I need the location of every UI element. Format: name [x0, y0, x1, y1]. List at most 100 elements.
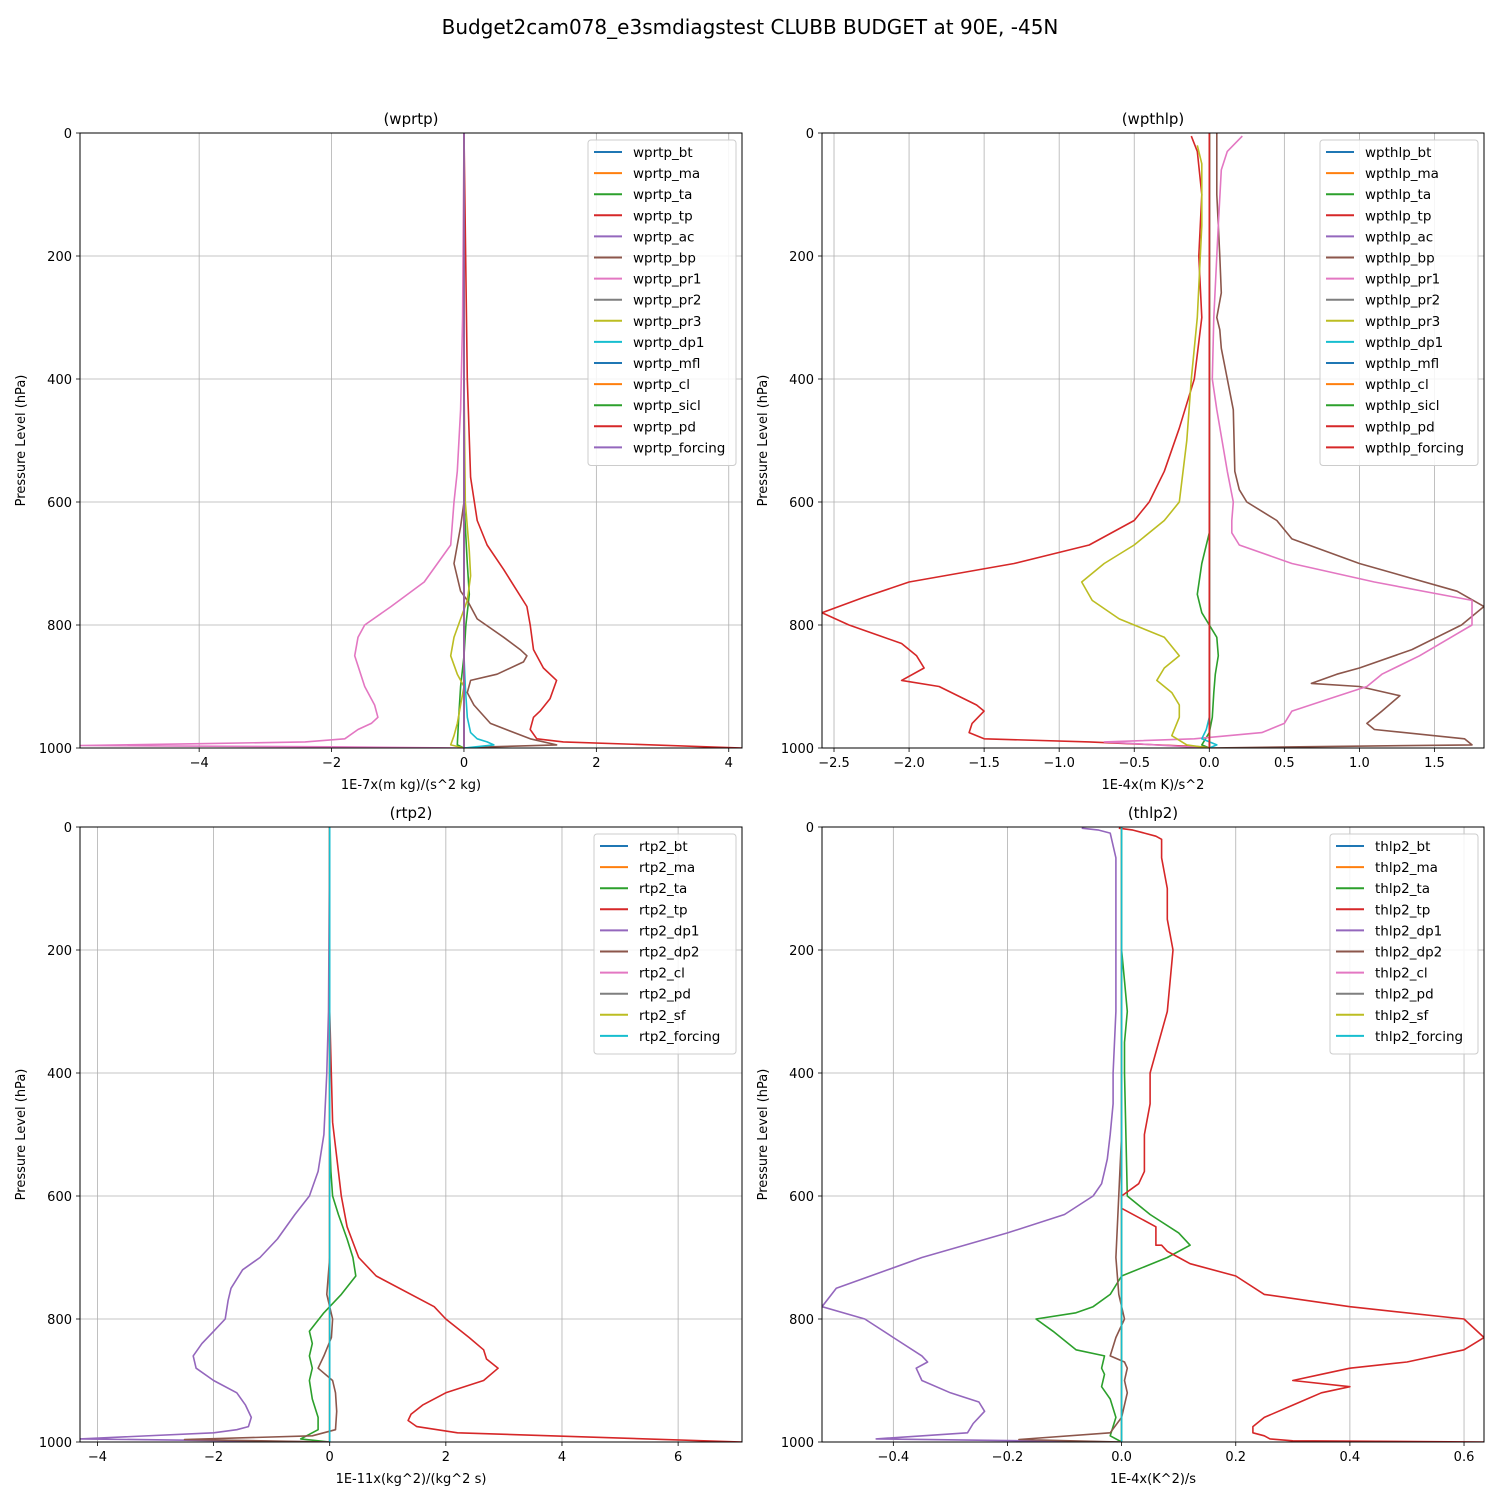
legend-label: thlp2_sf: [1375, 1008, 1430, 1024]
legend-label: wprtp_ac: [633, 229, 694, 245]
legend-label: wpthlp_ac: [1365, 229, 1433, 245]
y-tick-label: 800: [47, 1313, 72, 1328]
series-group: [80, 827, 742, 1442]
legend-label: thlp2_tp: [1375, 902, 1430, 918]
legend-label: wpthlp_bp: [1365, 251, 1435, 267]
y-tick-label: 400: [47, 373, 72, 388]
legend-label: thlp2_forcing: [1375, 1029, 1463, 1045]
axes-frame: [79, 132, 743, 749]
legend-label: thlp2_dp2: [1375, 945, 1442, 961]
legend-label: wpthlp_tp: [1365, 208, 1431, 224]
y-tick-label: 0: [806, 821, 814, 836]
series-line-thlp2_ta: [1035, 827, 1191, 1442]
y-tick-label: 600: [789, 496, 814, 511]
subplot-wprtp: −4 −2 0 2 4 0 200 400 600 800 1000 (wprtp) 1E-7x(m k…: [14, 110, 743, 793]
x-tick-label: −2: [204, 1450, 223, 1465]
y-axis-label: Pressure Level (hPa): [14, 1069, 29, 1201]
legend-label: rtp2_pd: [639, 987, 691, 1003]
x-tick-label: −0.4: [878, 1450, 910, 1465]
subplot-title: (rtp2): [390, 804, 433, 822]
x-tick-label: −2.0: [893, 756, 925, 771]
x-tick-label: 1.5: [1424, 756, 1445, 771]
legend-label: wpthlp_bt: [1365, 145, 1431, 161]
x-tick-label: 0.6: [1454, 1450, 1475, 1465]
legend-label: wpthlp_ma: [1365, 166, 1439, 182]
subplot-wpthlp: −2.5 −2.0 −1.5 −1.0 −0.5 0.0 0.5 1.0 1.5 0 200 400 6…: [756, 110, 1485, 793]
x-tick-label: 0: [460, 756, 468, 771]
legend: wprtp_bt wprtp_ma wprtp_ta wprtp_tp wprtp_ac…: [587, 139, 737, 466]
y-axis-label: Pressure Level (hPa): [756, 1069, 771, 1201]
legend-label: rtp2_dp1: [639, 923, 699, 939]
legend-label: wpthlp_pr3: [1365, 314, 1440, 330]
legend-label: wprtp_ta: [633, 187, 692, 203]
legend-label: wprtp_pr2: [633, 293, 701, 309]
y-axis-label: Pressure Level (hPa): [14, 375, 29, 507]
x-tick-label: 1.0: [1349, 756, 1370, 771]
y-tick-label: 400: [789, 373, 814, 388]
legend-label: wpthlp_pr1: [1365, 272, 1440, 288]
legend: thlp2_bt thlp2_ma thlp2_ta thlp2_tp thlp2_dp…: [1329, 833, 1479, 1055]
legend-label: wprtp_pr3: [633, 314, 701, 330]
series-line-rtp2_tp: [328, 827, 742, 1442]
legend-label: rtp2_bt: [639, 839, 688, 855]
legend-label: wprtp_bt: [633, 145, 693, 161]
x-axis-label: 1E-7x(m kg)/(s^2 kg): [341, 778, 481, 793]
legend-label: wprtp_dp1: [633, 335, 705, 351]
legend-label: rtp2_forcing: [639, 1029, 720, 1045]
legend-label: wpthlp_pr2: [1365, 293, 1440, 309]
legend-label: rtp2_dp2: [639, 945, 699, 961]
x-tick-label: 4: [725, 756, 733, 771]
legend-label: thlp2_ma: [1375, 860, 1438, 876]
legend-label: thlp2_ta: [1375, 881, 1430, 897]
y-tick-label: 200: [789, 250, 814, 265]
x-tick-label: 0.0: [1111, 1450, 1132, 1465]
legend-frame: [587, 139, 737, 466]
legend: wpthlp_bt wpthlp_ma wpthlp_ta wpthlp_tpwpth…: [1319, 139, 1479, 466]
series-line-rtp2_dp1: [80, 827, 331, 1442]
series-line-wpthlp_tp: [822, 135, 1210, 748]
x-tick-label: 0.5: [1274, 756, 1295, 771]
series-line-rtp2_dp2: [183, 827, 338, 1442]
legend-label: wpthlp_mfl: [1365, 356, 1439, 372]
legend-label: wpthlp_pd: [1365, 419, 1435, 435]
y-tick-label: 600: [47, 1190, 72, 1205]
legend-label: rtp2_tp: [639, 902, 688, 918]
y-tick-label: 200: [47, 250, 72, 265]
legend-frame: [1329, 833, 1479, 1055]
legend-label: wprtp_tp: [633, 208, 693, 224]
x-tick-label: −1.0: [1043, 756, 1075, 771]
y-tick-label: 1000: [781, 742, 814, 757]
x-tick-label: −4: [88, 1450, 107, 1465]
y-tick-label: 800: [789, 619, 814, 634]
y-tick-label: 200: [47, 944, 72, 959]
x-tick-label: 0: [326, 1450, 334, 1465]
axes-frame: [821, 826, 1485, 1443]
x-tick-label: −0.2: [992, 1450, 1024, 1465]
series-line-thlp2_dp2: [1018, 827, 1129, 1442]
legend-label: thlp2_cl: [1375, 966, 1428, 982]
x-tick-label: −0.5: [1118, 756, 1150, 771]
y-tick-label: 1000: [39, 1436, 72, 1451]
legend-label: thlp2_pd: [1375, 987, 1434, 1003]
series-group: [80, 133, 742, 748]
legend-label: wpthlp_forcing: [1365, 440, 1464, 456]
y-tick-label: 400: [47, 1067, 72, 1082]
legend-label: thlp2_dp1: [1375, 923, 1442, 939]
series-line-wpthlp_pr3: [1080, 145, 1210, 748]
axes-frame: [821, 132, 1485, 749]
y-tick-label: 800: [789, 1313, 814, 1328]
legend-label: wpthlp_cl: [1365, 377, 1429, 393]
figure-title: Budget2cam078_e3smdiagstest CLUBB BUDGET…: [441, 15, 1059, 39]
series-line-rtp2_ta: [299, 827, 357, 1442]
legend-label: rtp2_sf: [639, 1008, 687, 1024]
x-tick-label: −2: [322, 756, 341, 771]
subplot-rtp2: −4 −2 0 2 4 6 0 200 400 600 800 1000 (rtp2) 1E-11x(kg…: [14, 804, 743, 1487]
y-tick-label: 600: [47, 496, 72, 511]
y-tick-label: 200: [789, 944, 814, 959]
legend-label: wpthlp_dp1: [1365, 335, 1443, 351]
legend-label: wprtp_pr1: [633, 272, 701, 288]
legend-label: wprtp_cl: [633, 377, 690, 393]
series-line-wprtp_pr1: [80, 133, 465, 748]
legend-label: thlp2_bt: [1375, 839, 1430, 855]
subplot-title: (wpthlp): [1122, 110, 1185, 128]
